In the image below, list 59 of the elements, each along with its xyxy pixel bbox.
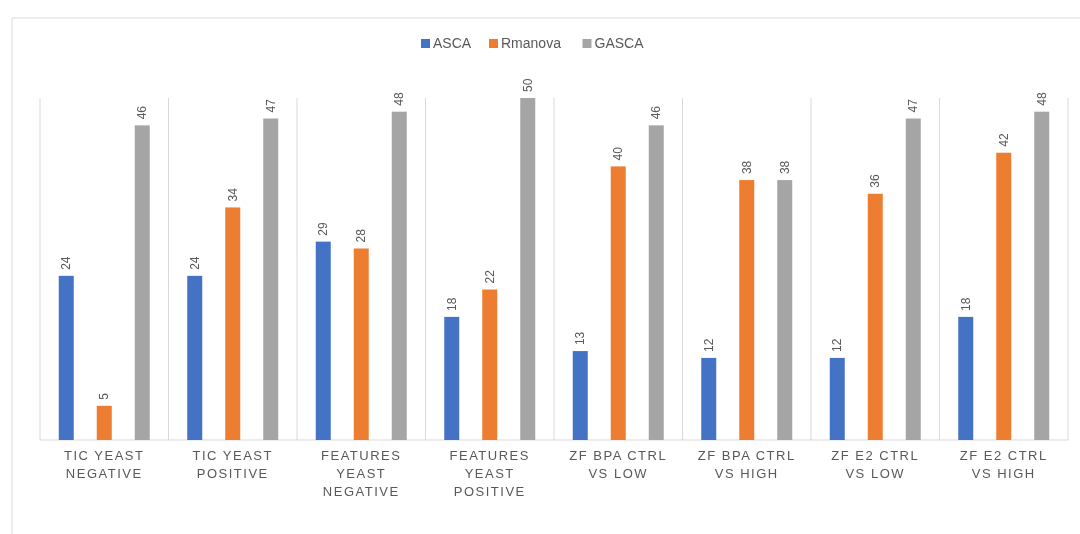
- data-label: 46: [135, 105, 150, 120]
- bar: [648, 125, 664, 440]
- bar: [996, 152, 1012, 440]
- bar: [867, 193, 883, 440]
- bar: [739, 180, 755, 440]
- data-label: 18: [444, 297, 459, 311]
- bar: [315, 241, 331, 440]
- x-tick-label: TIC YEAST NEGATIVE: [64, 448, 145, 481]
- data-label: 48: [1034, 92, 1049, 106]
- data-label: 38: [777, 160, 792, 175]
- legend-label: GASCA: [594, 35, 645, 51]
- x-tick-label: FEATURES YEAST NEGATIVE: [321, 448, 402, 499]
- data-label: 40: [611, 146, 626, 161]
- bar: [58, 275, 74, 440]
- bar: [829, 357, 845, 440]
- bar: [225, 207, 241, 440]
- data-label: 24: [59, 256, 74, 270]
- data-label: 46: [649, 105, 664, 120]
- x-tick-label: ZF BPA CTRL VS LOW: [569, 448, 668, 481]
- bar: [187, 275, 203, 440]
- x-tick-label: ZF BPA CTRL VS HIGH: [697, 448, 796, 481]
- x-tick-label: TIC YEAST POSITIVE: [192, 448, 273, 481]
- data-label: 34: [225, 187, 240, 202]
- legend-label: ASCA: [433, 35, 472, 51]
- data-label: 42: [996, 133, 1011, 147]
- x-tick-label: ZF E2 CTRL VS HIGH: [959, 448, 1048, 481]
- data-label: 29: [316, 221, 331, 236]
- data-label: 5: [97, 392, 112, 400]
- bar: [701, 357, 717, 440]
- bar: [96, 405, 112, 440]
- data-label: 36: [868, 174, 883, 188]
- data-label: 22: [482, 269, 497, 284]
- data-label: 12: [830, 338, 845, 352]
- bar: [572, 351, 588, 440]
- data-label: 48: [392, 92, 407, 106]
- bar: [391, 111, 407, 440]
- bar: [134, 125, 150, 440]
- data-label: 50: [520, 78, 535, 92]
- bar: [444, 316, 460, 440]
- data-label: 18: [958, 297, 973, 311]
- bar: [1034, 111, 1050, 440]
- data-label: 13: [573, 331, 588, 346]
- data-label: 47: [263, 98, 278, 113]
- bar: [777, 180, 793, 440]
- data-label: 47: [906, 98, 921, 113]
- bar: [482, 289, 498, 440]
- bar: [958, 316, 974, 440]
- x-tick-label: ZF E2 CTRL VS LOW: [831, 448, 920, 481]
- bar: [520, 98, 536, 440]
- bar: [610, 166, 626, 440]
- bar: [263, 118, 279, 440]
- data-label: 12: [701, 338, 716, 352]
- bar: [353, 248, 369, 440]
- x-tick-label: FEATURES YEAST POSITIVE: [449, 448, 530, 499]
- data-label: 28: [354, 228, 369, 243]
- bar: [905, 118, 921, 440]
- data-label: 38: [739, 160, 754, 175]
- data-label: 24: [187, 256, 202, 270]
- legend-label: Rmanova: [501, 35, 562, 51]
